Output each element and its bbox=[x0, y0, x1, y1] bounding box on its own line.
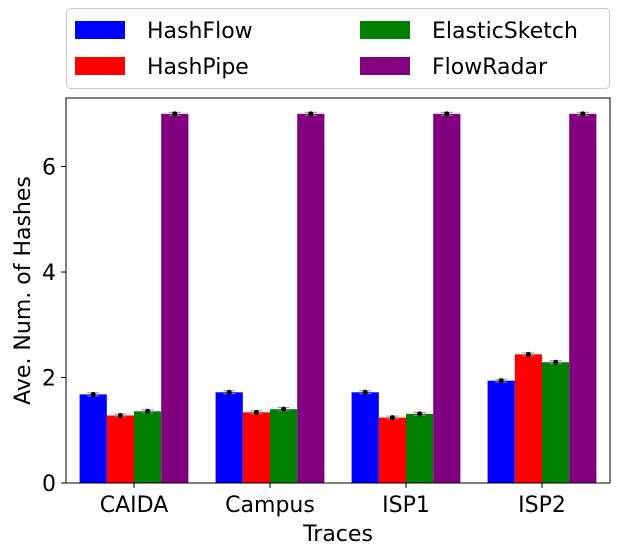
bar-hashpipe-isp1 bbox=[378, 417, 406, 483]
mean-marker bbox=[172, 111, 178, 117]
x-axis-label: Traces bbox=[302, 522, 373, 547]
bar-elasticsketch-caida bbox=[134, 411, 162, 483]
mean-marker bbox=[145, 408, 151, 414]
legend-swatch-flowradar bbox=[360, 57, 410, 75]
mean-marker bbox=[253, 409, 259, 415]
legend-label-flowradar: FlowRadar bbox=[432, 55, 548, 80]
y-axis-label: Ave. Num. of Hashes bbox=[11, 176, 36, 405]
mean-marker bbox=[389, 415, 395, 421]
bar-flowradar-caida bbox=[161, 113, 189, 484]
bar-flowradar-isp1 bbox=[433, 113, 461, 484]
bar-hashflow-campus bbox=[215, 392, 243, 483]
bar-hashflow-isp1 bbox=[351, 392, 379, 483]
x-tick-label: ISP2 bbox=[518, 493, 566, 518]
y-tick-label: 0 bbox=[42, 472, 56, 497]
legend-label-elasticsketch: ElasticSketch bbox=[432, 19, 578, 44]
legend: HashFlow HashPipe ElasticSketch FlowRadar bbox=[66, 8, 610, 89]
y-tick-label: 4 bbox=[42, 261, 56, 286]
mean-marker bbox=[117, 412, 123, 418]
plot-frame bbox=[65, 97, 611, 484]
mean-marker bbox=[498, 378, 504, 384]
bar-hashpipe-isp2 bbox=[514, 354, 542, 483]
y-tick-label: 6 bbox=[42, 156, 56, 181]
legend-swatch-elasticsketch bbox=[360, 21, 410, 39]
legend-label-hashpipe: HashPipe bbox=[147, 55, 249, 80]
bars bbox=[79, 113, 597, 484]
legend-box bbox=[66, 8, 610, 89]
bar-flowradar-isp2 bbox=[569, 113, 597, 484]
bar-hashpipe-campus bbox=[242, 412, 270, 483]
mean-marker bbox=[417, 411, 423, 417]
x-tick-label: CAIDA bbox=[100, 493, 169, 518]
mean-marker bbox=[362, 389, 368, 395]
mean-marker bbox=[90, 391, 96, 397]
bar-hashflow-caida bbox=[79, 394, 107, 483]
mean-marker bbox=[226, 389, 232, 395]
legend-label-hashflow: HashFlow bbox=[147, 19, 253, 44]
mean-marker bbox=[525, 351, 531, 357]
legend-swatch-hashpipe bbox=[75, 57, 125, 75]
x-tick-label: Campus bbox=[225, 493, 315, 518]
bar-hashpipe-caida bbox=[106, 415, 134, 483]
y-tick-label: 2 bbox=[42, 367, 56, 392]
x-tick-label: ISP1 bbox=[382, 493, 430, 518]
mean-marker bbox=[444, 111, 450, 117]
bar-elasticsketch-isp1 bbox=[406, 413, 434, 483]
x-axis: CAIDA Campus ISP1 ISP2 bbox=[100, 483, 566, 518]
mean-marker bbox=[580, 111, 586, 117]
legend-swatch-hashflow bbox=[75, 21, 125, 39]
bar-hashflow-isp2 bbox=[487, 380, 515, 483]
bar-flowradar-campus bbox=[297, 113, 325, 484]
bar-elasticsketch-isp2 bbox=[542, 362, 570, 483]
mean-marker bbox=[281, 406, 287, 412]
mean-marker bbox=[308, 111, 314, 117]
y-axis: 0 2 4 6 bbox=[42, 156, 66, 497]
mean-marker bbox=[553, 359, 559, 365]
error-bars bbox=[87, 111, 589, 421]
bar-elasticsketch-campus bbox=[270, 409, 298, 483]
